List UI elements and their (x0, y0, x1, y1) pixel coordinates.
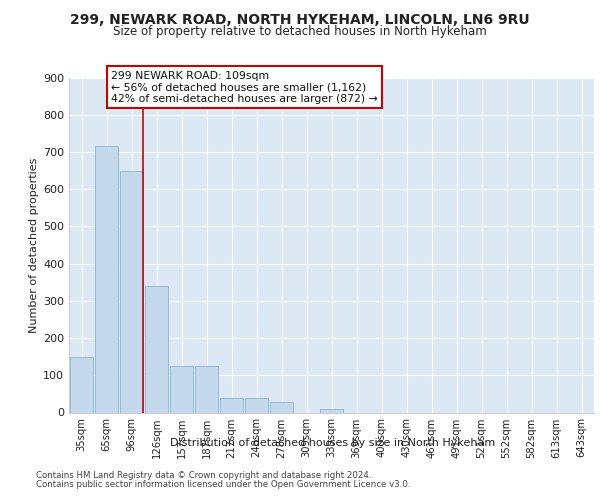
Bar (320, 409, 343, 412)
Text: Contains HM Land Registry data © Crown copyright and database right 2024.: Contains HM Land Registry data © Crown c… (36, 471, 371, 480)
Text: 299 NEWARK ROAD: 109sqm
← 56% of detached houses are smaller (1,162)
42% of semi: 299 NEWARK ROAD: 109sqm ← 56% of detache… (111, 71, 378, 104)
Bar (245, 398, 268, 412)
Bar (95, 146, 118, 412)
Text: Distribution of detached houses by size in North Hykeham: Distribution of detached houses by size … (170, 438, 496, 448)
Bar (220, 398, 243, 412)
Bar (270, 402, 293, 412)
Bar (170, 366, 193, 412)
Y-axis label: Number of detached properties: Number of detached properties (29, 158, 39, 332)
Bar (70, 356, 93, 412)
Text: Contains public sector information licensed under the Open Government Licence v3: Contains public sector information licen… (36, 480, 410, 489)
Bar (195, 366, 218, 412)
Text: 299, NEWARK ROAD, NORTH HYKEHAM, LINCOLN, LN6 9RU: 299, NEWARK ROAD, NORTH HYKEHAM, LINCOLN… (70, 12, 530, 26)
Bar (120, 170, 143, 412)
Bar (145, 286, 168, 412)
Text: Size of property relative to detached houses in North Hykeham: Size of property relative to detached ho… (113, 25, 487, 38)
